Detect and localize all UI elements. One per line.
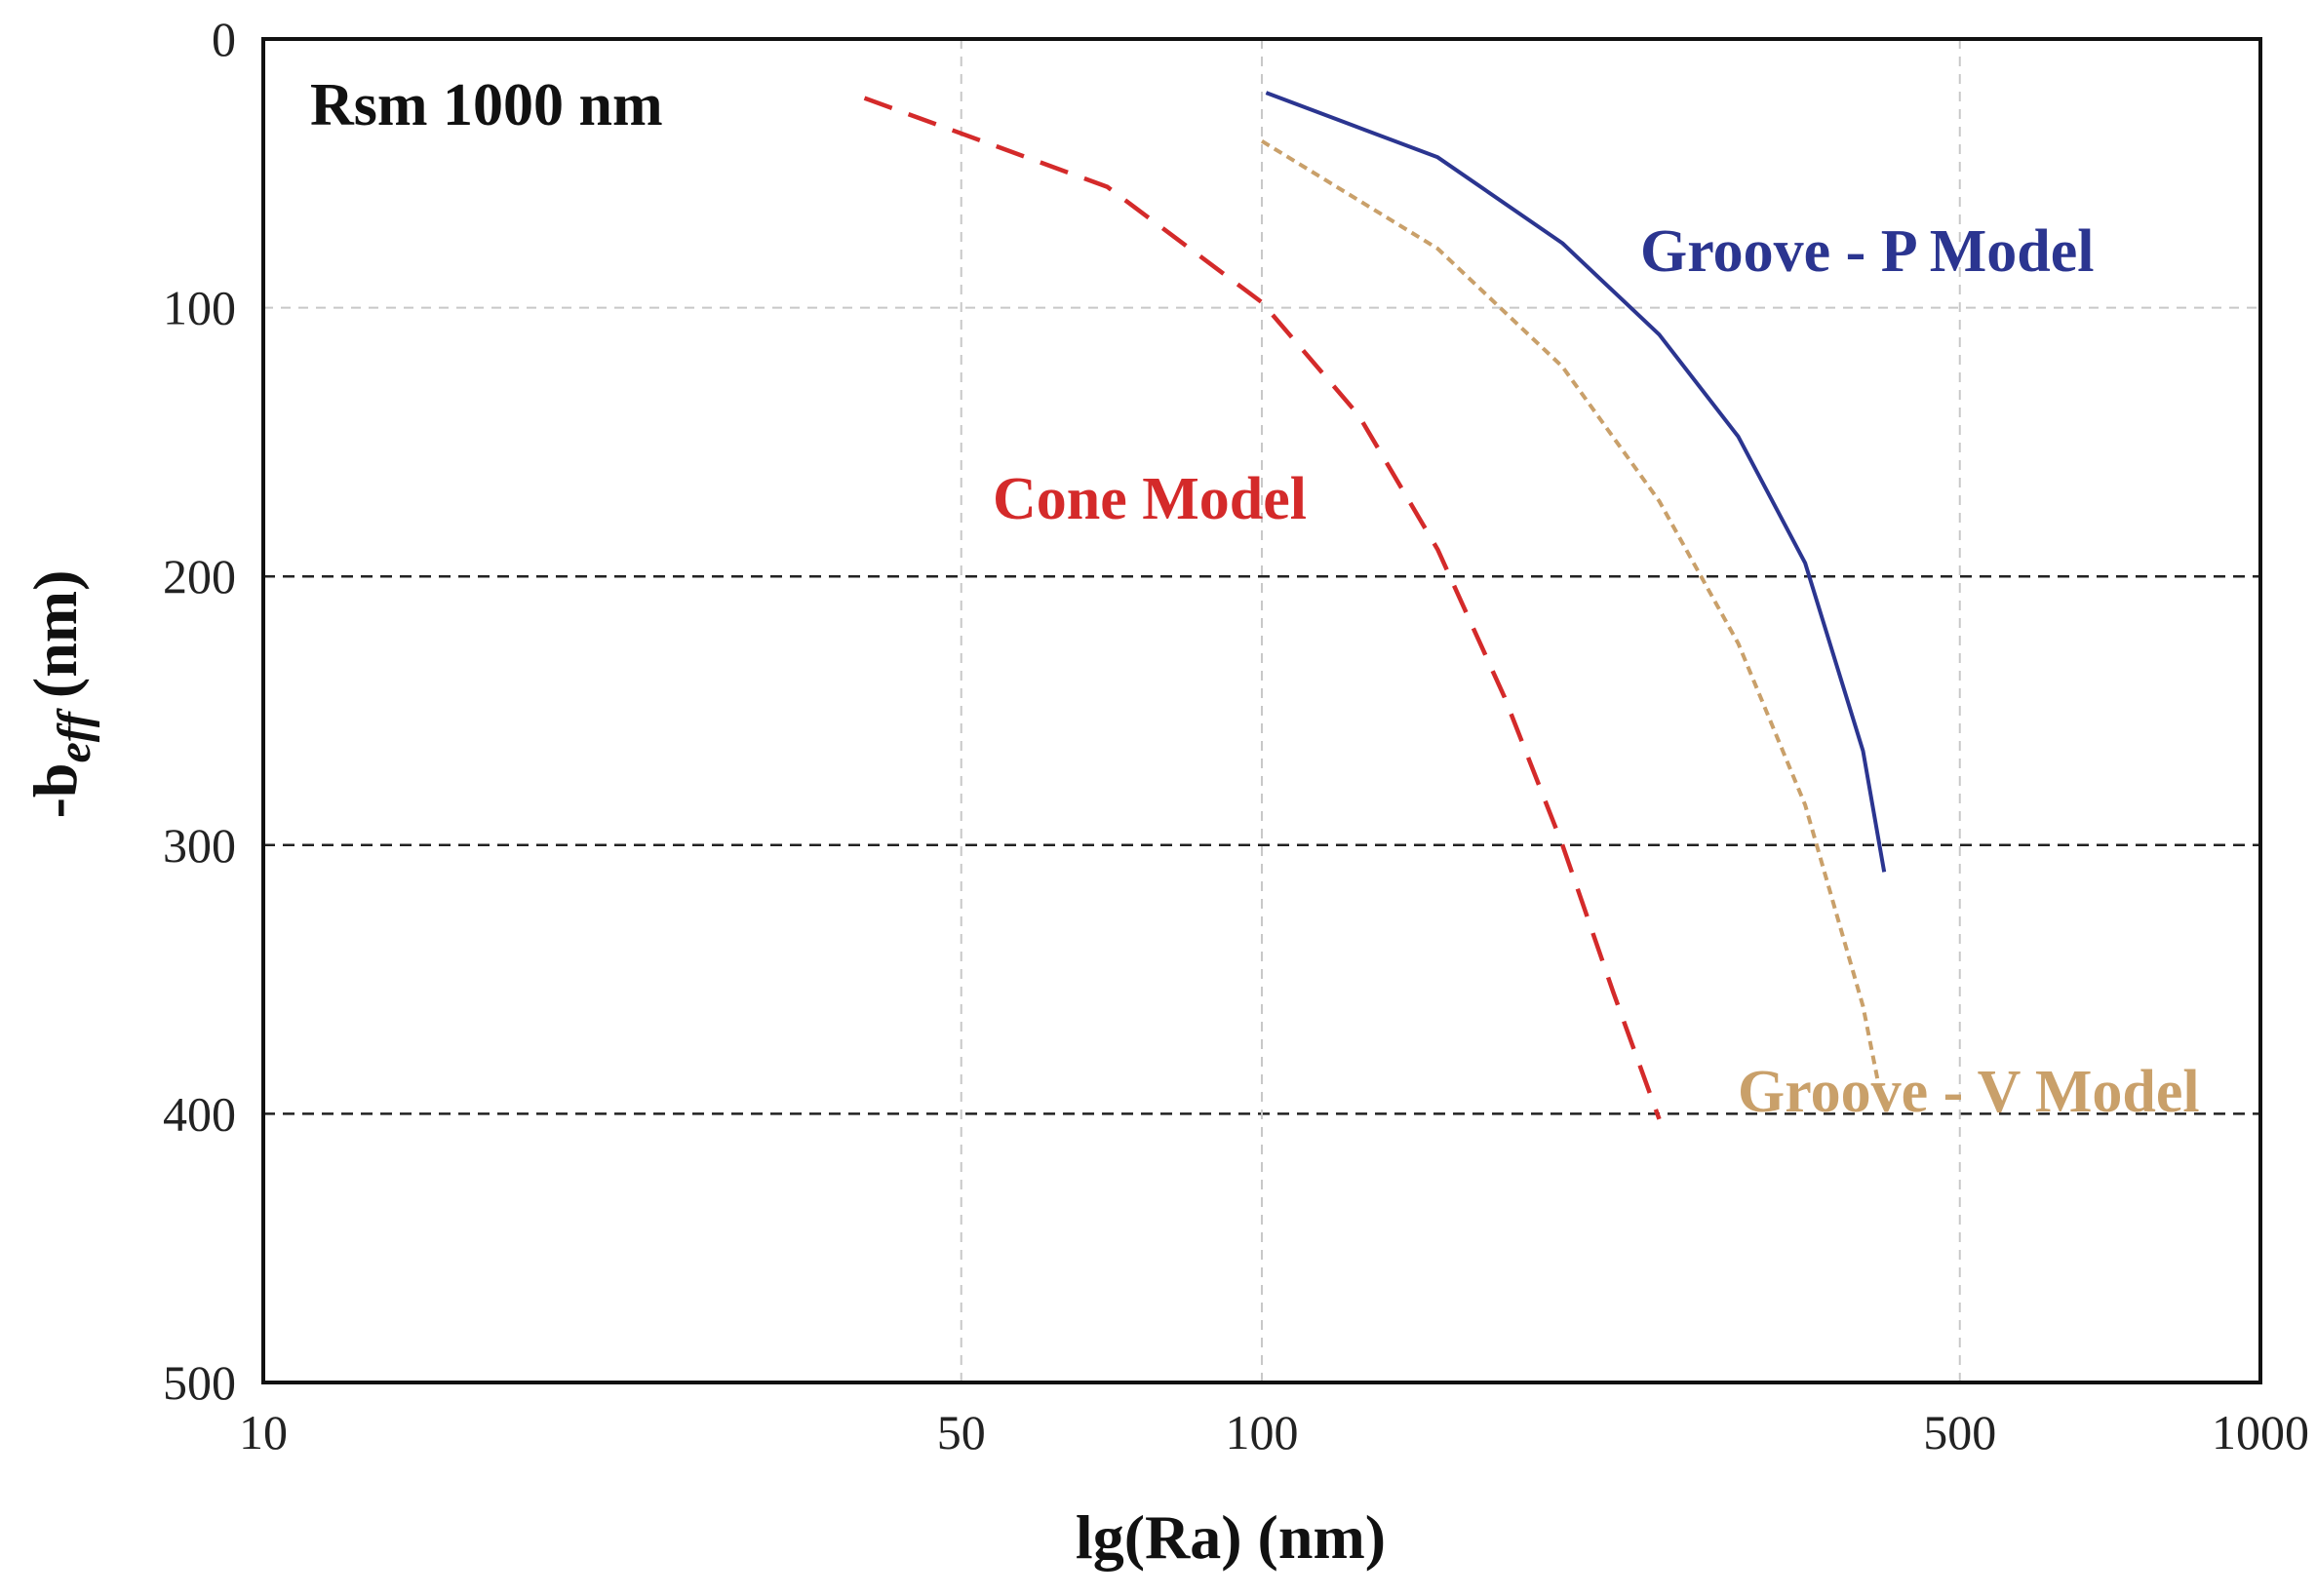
series-line-cone-model (863, 96, 1662, 1120)
x-tick-label-1000: 1000 (2212, 1405, 2309, 1460)
y-axis-title-unit: (nm) (20, 570, 90, 699)
y-axis-title: -beff (nm) (20, 570, 100, 819)
series-label-groove-p: Groove - P Model (1640, 218, 2094, 285)
series-label-groove-v: Groove - V Model (1738, 1059, 2200, 1125)
plot-frame (261, 37, 2262, 1384)
x-axis-title: lg(Ra) (nm) (1076, 1502, 1386, 1572)
series-group (863, 91, 1887, 1120)
series-label-cone: Cone Model (993, 466, 1307, 532)
x-tick-label-10: 10 (239, 1405, 288, 1460)
annotation-rsm: Rsm 1000 nm (310, 72, 663, 138)
y-tick-label-400: 400 (163, 1086, 236, 1141)
series-line-groove-p-model (1265, 91, 1887, 873)
y-tick-label-100: 100 (163, 281, 236, 335)
y-axis-title-main: -b (20, 763, 90, 819)
y-tick-label-500: 500 (163, 1355, 236, 1410)
y-axis-title-sub: eff (49, 708, 100, 762)
x-tick-label-100: 100 (1226, 1405, 1299, 1460)
y-tick-label-300: 300 (163, 818, 236, 873)
x-tick-label-500: 500 (1923, 1405, 1996, 1460)
y-tick-label-0: 0 (212, 12, 236, 66)
series-line-groove-v-model (1260, 138, 1881, 1088)
x-tick-label-50: 50 (937, 1405, 986, 1460)
y-tick-label-200: 200 (163, 549, 236, 603)
grid (263, 39, 2260, 1382)
